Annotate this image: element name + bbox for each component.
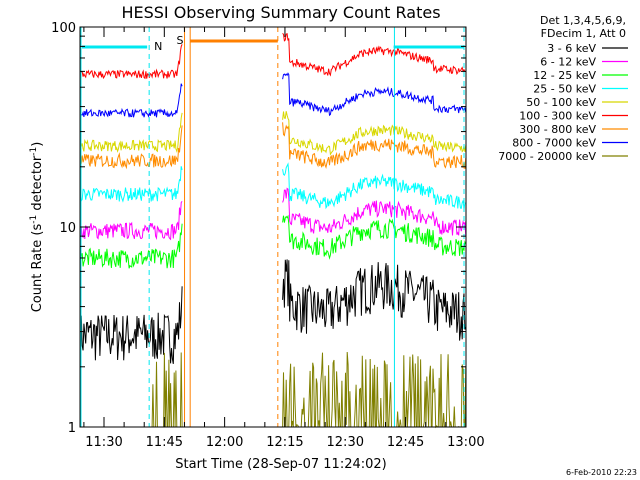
x-tick-label-5: 12:30 bbox=[327, 435, 364, 450]
timestamp-stamp: 6-Feb-2010 22:23 bbox=[566, 468, 637, 477]
y-axis-label-main: Count Rate (s bbox=[30, 224, 45, 313]
y-tick-label-1: 1 bbox=[68, 421, 76, 436]
legend-label-2: 6 - 12 keV bbox=[540, 56, 596, 69]
series-line-7-post bbox=[282, 122, 467, 170]
legend-label-5: 50 - 100 keV bbox=[526, 96, 596, 109]
y-tick-label-2: 10 bbox=[59, 221, 76, 236]
y-axis-label-end: ) bbox=[30, 142, 45, 147]
series-line-1-pre bbox=[79, 286, 183, 365]
x-tick-label-7: 13:00 bbox=[447, 435, 484, 450]
y-axis-label-tail: detector bbox=[30, 155, 45, 215]
flag-label-s: S bbox=[177, 34, 184, 47]
series-line-6-pre bbox=[80, 44, 183, 80]
series-line-9-pre bbox=[80, 352, 183, 428]
x-tick-label-4: 12:15 bbox=[266, 435, 303, 450]
series-line-8-pre bbox=[79, 83, 183, 118]
y-axis-label: Count Rate (s-1 detector-1) bbox=[29, 142, 45, 313]
x-tick-label-2: 11:45 bbox=[146, 435, 183, 450]
series-line-5-pre bbox=[79, 112, 183, 153]
legend: Det 1,3,4,5,6,9,FDecim 1, Att 0 3 - 6 keV… bbox=[498, 14, 628, 163]
series-line-8-post bbox=[282, 72, 467, 117]
legend-header-2: FDecim 1, Att 0 bbox=[541, 27, 626, 40]
series-line-9-post bbox=[282, 351, 467, 429]
legend-label-3: 12 - 25 keV bbox=[533, 69, 596, 82]
series-line-4-post bbox=[282, 162, 467, 210]
y-tick-label-3: 100 bbox=[51, 21, 76, 36]
legend-header-1: Det 1,3,4,5,6,9, bbox=[540, 14, 626, 27]
series-line-2-post bbox=[282, 187, 467, 237]
series-line-3-pre bbox=[79, 223, 183, 269]
legend-label-4: 25 - 50 keV bbox=[533, 83, 596, 96]
series-line-5-post bbox=[282, 111, 467, 156]
y-axis-label-sup-2: -1 bbox=[29, 147, 39, 156]
plot-area bbox=[79, 32, 467, 429]
legend-label-7: 300 - 800 keV bbox=[519, 123, 596, 136]
series-line-7-pre bbox=[80, 125, 183, 170]
series-line-6-post bbox=[282, 32, 466, 77]
x-axis-label: Start Time (28-Sep-07 11:24:02) bbox=[175, 457, 386, 472]
y-axis-label-sup: -1 bbox=[29, 215, 39, 224]
x-tick-label-1: 11:30 bbox=[85, 435, 122, 450]
series-line-4-pre bbox=[79, 166, 183, 203]
legend-label-8: 800 - 7000 keV bbox=[512, 137, 596, 150]
axis-ticks: 11:30 11:45 12:00 12:15 12:30 12:45 13:00 1 10 10… bbox=[51, 21, 484, 450]
x-tick-label-3: 12:00 bbox=[206, 435, 243, 450]
legend-label-9: 7000 - 20000 keV bbox=[498, 150, 596, 163]
x-tick-label-6: 12:45 bbox=[387, 435, 424, 450]
series-line-3-post bbox=[282, 214, 467, 260]
flag-label-n: N bbox=[154, 40, 162, 53]
chart-title: HESSI Observing Summary Count Rates bbox=[121, 3, 440, 22]
legend-label-6: 100 - 300 keV bbox=[519, 110, 596, 123]
legend-label-1: 3 - 6 keV bbox=[547, 42, 596, 55]
series-line-2-pre bbox=[79, 201, 183, 241]
series-line-1-post bbox=[282, 259, 467, 341]
